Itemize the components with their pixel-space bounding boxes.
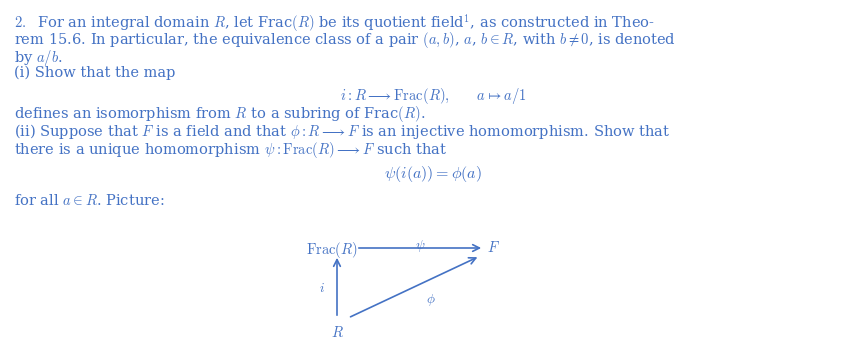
Text: $\psi$: $\psi$ <box>415 238 425 254</box>
Text: $\psi(i(a)) = \phi(a)$: $\psi(i(a)) = \phi(a)$ <box>384 164 482 184</box>
Text: there is a unique homomorphism $\psi : \mathrm{Frac}(R) \longrightarrow F$ such : there is a unique homomorphism $\psi : \… <box>14 140 447 160</box>
Text: $F$: $F$ <box>487 240 500 255</box>
Text: rem 15.6. In particular, the equivalence class of a pair $(a,b)$, $a$, $b\in R$,: rem 15.6. In particular, the equivalence… <box>14 30 676 50</box>
Text: by $a/b$.: by $a/b$. <box>14 48 62 68</box>
Text: defines an isomorphism from $R$ to a subring of Frac$(R)$.: defines an isomorphism from $R$ to a sub… <box>14 104 425 124</box>
Text: for all $a \in R$. Picture:: for all $a \in R$. Picture: <box>14 193 165 208</box>
Text: $R$: $R$ <box>331 325 344 340</box>
Text: (ii) Suppose that $F$ is a field and that $\phi : R \longrightarrow F$ is an inj: (ii) Suppose that $F$ is a field and tha… <box>14 122 670 141</box>
Text: $\mathrm{Frac}(R)$: $\mathrm{Frac}(R)$ <box>306 240 358 260</box>
Text: (i) Show that the map: (i) Show that the map <box>14 66 176 80</box>
Text: $\phi$: $\phi$ <box>426 292 436 308</box>
Text: $\mathbf{2.}$  For an integral domain $R$, let Frac$(R)$ be its quotient field$^: $\mathbf{2.}$ For an integral domain $R$… <box>14 12 655 34</box>
Text: $i : R \longrightarrow \mathrm{Frac}(R),\qquad a \mapsto a/1$: $i : R \longrightarrow \mathrm{Frac}(R),… <box>339 86 527 106</box>
Text: $i$: $i$ <box>320 282 325 295</box>
